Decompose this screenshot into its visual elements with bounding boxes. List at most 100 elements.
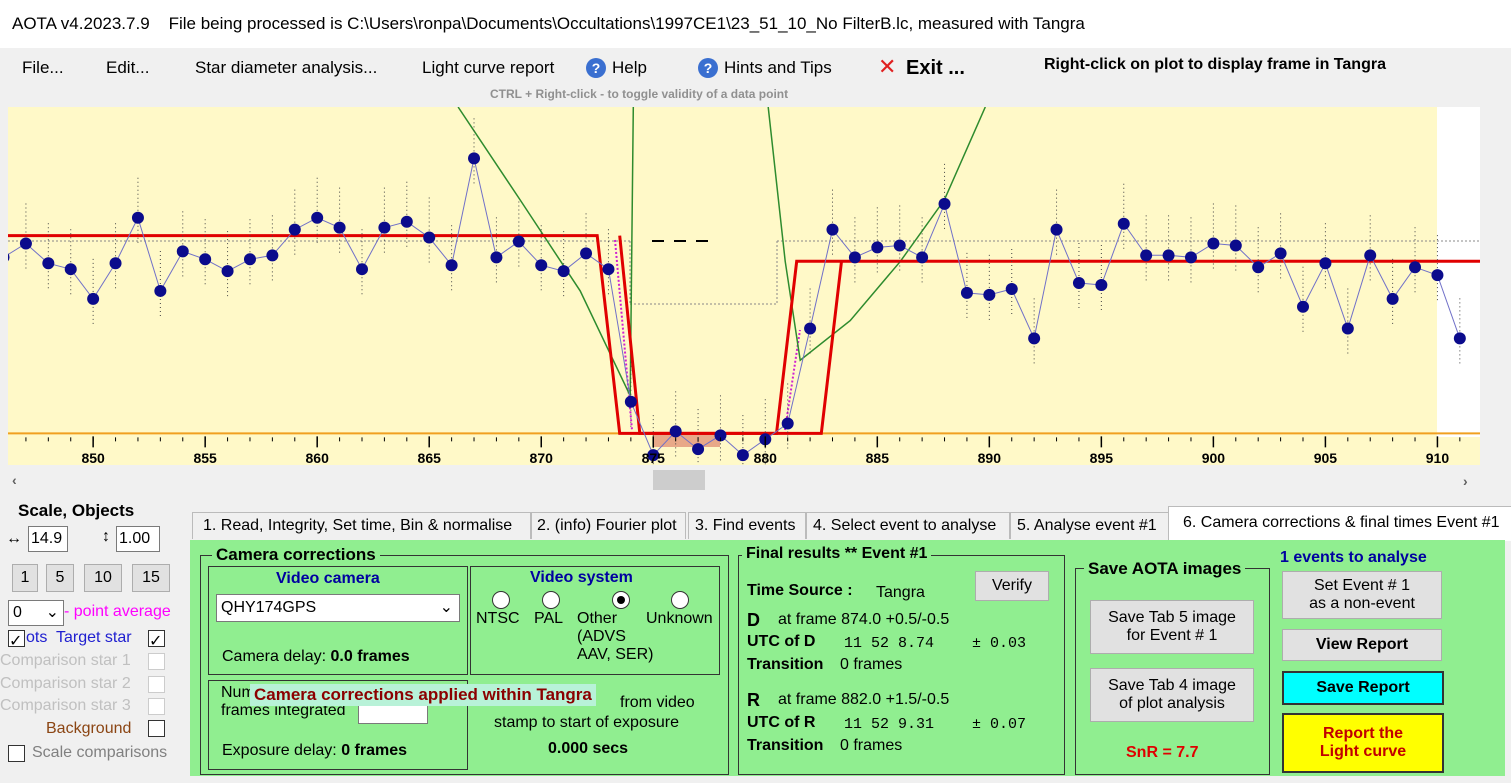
checkbox[interactable] <box>148 720 165 737</box>
r-label: R <box>747 690 760 710</box>
x-tick-label: 885 <box>866 450 890 466</box>
tangra-overlay: Camera corrections applied within Tangra <box>250 684 596 706</box>
frames-integrated-label: Num frames integrated <box>221 684 346 719</box>
x-tick-label: 875 <box>642 450 666 466</box>
x-tick-label: 870 <box>530 450 554 466</box>
tab[interactable]: 4. Select event to analyse <box>806 512 1010 539</box>
offset-text: stamp to start of exposure <box>494 714 679 731</box>
checkbox[interactable] <box>8 745 25 762</box>
data-point <box>1229 239 1242 252</box>
r-transition: 0 frames <box>840 737 903 754</box>
d-label: D <box>747 610 760 630</box>
scale-objects-title: Scale, Objects <box>18 501 135 520</box>
data-point <box>19 237 32 250</box>
data-point <box>423 231 436 244</box>
checkbox[interactable] <box>148 676 165 693</box>
file-path: File being processed is C:\Users\ronpa\D… <box>168 14 1085 33</box>
data-point <box>1409 261 1422 274</box>
scale-x-input[interactable]: 14.9 <box>28 526 68 552</box>
light-curve-plot[interactable]: ‹ › 850 855 860 865 870 875 880 885 890 895 900 905… <box>0 0 1511 500</box>
offset-text: from video <box>620 694 695 711</box>
d-utc-label: UTC of D <box>747 633 816 650</box>
offset-value: 0.000 secs <box>548 740 629 757</box>
menu-light-curve-report[interactable]: Light curve report <box>422 58 555 77</box>
data-point <box>602 263 615 276</box>
data-point <box>1453 332 1466 345</box>
menu-edit[interactable]: Edit... <box>106 58 150 77</box>
radio-label: NTSC <box>476 610 520 627</box>
data-point <box>243 253 256 266</box>
model-line <box>618 235 843 435</box>
title-bar <box>0 0 1511 48</box>
checkbox[interactable] <box>148 698 165 715</box>
target-star: Target star <box>56 629 132 646</box>
data-point <box>1095 279 1108 292</box>
x-tick-label: 865 <box>418 450 442 466</box>
h-arrow: ↔ <box>6 530 22 547</box>
data-point <box>647 449 660 462</box>
scale-button[interactable]: 1 <box>12 564 38 592</box>
save-tab5-button[interactable]: Save Tab 5 image for Event # 1 <box>1090 600 1254 654</box>
menu-help[interactable]: Help <box>612 58 647 77</box>
tab-active[interactable]: 6. Camera corrections & final times Even… <box>1168 506 1511 541</box>
save-report-button[interactable]: Save Report <box>1282 671 1444 705</box>
scale-y-input[interactable]: 1.00 <box>116 526 160 552</box>
tab[interactable]: 2. (info) Fourier plot <box>530 512 686 539</box>
data-point <box>512 235 525 248</box>
data-point <box>1184 251 1197 264</box>
scroll-left[interactable]: ‹ <box>12 472 17 488</box>
data-point <box>624 395 637 408</box>
report-light-curve-button[interactable]: Report the Light curve <box>1282 713 1444 773</box>
exposure-delay-label: Exposure delay: <box>222 742 342 759</box>
tab[interactable]: 3. Find events <box>688 512 806 539</box>
camera-group <box>200 555 729 775</box>
radio-other[interactable] <box>612 591 630 609</box>
d-err: ± 0.03 <box>972 635 1027 652</box>
menu-hints[interactable]: Hints and Tips <box>724 58 832 77</box>
save-tab4-button[interactable]: Save Tab 4 image of plot analysis <box>1090 668 1254 722</box>
data-point <box>557 265 570 278</box>
scale-button[interactable]: 10 <box>84 564 122 592</box>
radio-ntsc[interactable] <box>492 591 510 609</box>
scroll-thumb[interactable] <box>653 470 705 490</box>
non-event-button[interactable]: Set Event # 1 as a non-event <box>1282 571 1442 619</box>
video-system-title: Video system <box>530 569 633 586</box>
scale-button[interactable]: 15 <box>132 564 170 592</box>
frames-input[interactable] <box>358 704 428 724</box>
radio-unknown[interactable] <box>671 591 689 609</box>
plot-background <box>8 107 1480 465</box>
radio-label: PAL <box>534 610 564 627</box>
snr: SnR = 7.7 <box>1126 744 1199 761</box>
radio-label: Other (ADVS AAV, SER) <box>577 610 654 663</box>
scroll-right[interactable]: › <box>1463 473 1468 489</box>
r-frame: at frame 882.0 +1.5/-0.5 <box>778 691 950 708</box>
d-utc: 11 52 8.74 <box>844 635 935 652</box>
scale-button[interactable]: 5 <box>46 564 74 592</box>
checkbox[interactable]: ✓ <box>8 630 25 650</box>
data-point <box>1005 282 1018 295</box>
camera-select[interactable]: QHY174GPS ⌄ <box>216 594 460 622</box>
checkbox[interactable]: ✓ <box>148 630 165 650</box>
menu-star-diameter[interactable]: Star diameter analysis... <box>195 58 378 77</box>
camera-delay: Camera delay: 0.0 frames <box>222 648 410 666</box>
radio-pal[interactable] <box>542 591 560 609</box>
data-point <box>131 211 144 224</box>
data-point <box>916 251 929 264</box>
x-tick-label: 860 <box>306 450 330 466</box>
checkbox[interactable] <box>148 653 165 670</box>
x-tick-label: 900 <box>1202 450 1226 466</box>
menu-exit[interactable]: Exit ... <box>906 57 965 79</box>
video-camera-title: Video camera <box>276 570 380 587</box>
menu-file[interactable]: File... <box>22 58 64 77</box>
average-value: 0 <box>13 604 22 621</box>
tab[interactable]: 5. Analyse event #1 <box>1010 512 1170 539</box>
view-report-button[interactable]: View Report <box>1282 629 1442 661</box>
hints-icon: ? <box>698 58 718 78</box>
verify-button[interactable]: Verify <box>975 571 1049 601</box>
data-point <box>1274 247 1287 260</box>
tab[interactable]: 1. Read, Integrity, Set time, Bin & norm… <box>192 512 532 539</box>
data-point <box>535 259 548 272</box>
average-select[interactable]: 0 ⌄ <box>8 600 64 626</box>
right-click-hint: Right-click on plot to display frame in … <box>1044 56 1386 73</box>
